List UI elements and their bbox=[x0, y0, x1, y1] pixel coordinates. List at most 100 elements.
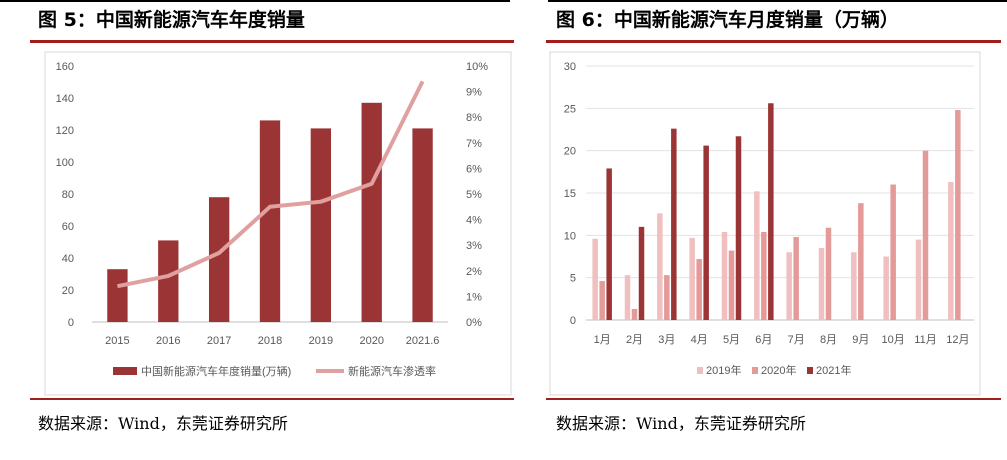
y-tick-label: 0 bbox=[68, 317, 74, 329]
bar-annual-2017 bbox=[208, 197, 230, 322]
x-tick-label: 2月 bbox=[626, 334, 643, 346]
bar-annual-2018 bbox=[259, 120, 281, 323]
bar-2020年-6月 bbox=[761, 231, 767, 320]
x-tick-label: 4月 bbox=[691, 334, 708, 346]
y-tick-label: 60 bbox=[62, 221, 74, 233]
bar-2020年-7月 bbox=[793, 237, 799, 320]
x-tick-label: 12月 bbox=[946, 334, 969, 346]
y2-tick-label: 10% bbox=[466, 61, 488, 73]
x-tick-label: 9月 bbox=[852, 334, 869, 346]
x-tick-label: 5月 bbox=[723, 334, 740, 346]
bar-2019年-1月 bbox=[592, 238, 598, 320]
y-tick-label: 30 bbox=[564, 61, 576, 73]
panel-annual-sales: 图 5：中国新能源汽车年度销量 0 20 40 60 80 100 120 140 160 0% 1… bbox=[30, 9, 514, 433]
source-note-monthly: 数据来源：Wind，东莞证券研究所 bbox=[556, 414, 806, 433]
title-rule bbox=[546, 40, 1001, 43]
bar-annual-2019 bbox=[310, 128, 332, 322]
y-tick-label: 20 bbox=[62, 285, 74, 297]
source-rule bbox=[30, 398, 514, 400]
legend-label-line: 新能源汽车渗透率 bbox=[348, 364, 436, 378]
bar-2020年-1月 bbox=[599, 281, 605, 320]
legend-swatch-2020年 bbox=[752, 367, 758, 374]
y2-tick-label: 6% bbox=[466, 163, 482, 175]
bar-2020年-5月 bbox=[728, 250, 735, 320]
top-border-right bbox=[548, 0, 1007, 2]
y-tick-label: 120 bbox=[56, 125, 74, 137]
legend-swatch-2021年 bbox=[807, 367, 813, 374]
panel-monthly-sales: 图 6：中国新能源汽车月度销量（万辆） 0 5 10 15 20 25 30 1月 2月 3月 4月… bbox=[542, 0, 1007, 460]
x-tick-label: 2019 bbox=[309, 335, 333, 347]
bar-annual-2021.6 bbox=[412, 128, 433, 322]
bar-2021年-1月 bbox=[606, 168, 612, 320]
source-note-annual: 数据来源：Wind，东莞证券研究所 bbox=[38, 414, 288, 433]
bar-2021年-5月 bbox=[735, 136, 742, 320]
bar-2019年-5月 bbox=[721, 231, 728, 320]
bar-annual-2016 bbox=[158, 240, 179, 322]
y-tick-label: 10 bbox=[564, 230, 576, 242]
x-tick-label: 10月 bbox=[882, 334, 905, 346]
y-tick-label: 80 bbox=[62, 189, 74, 201]
y2-tick-label: 8% bbox=[466, 112, 482, 124]
bar-2019年-3月 bbox=[657, 213, 663, 320]
monthly-sales-chart: 0 5 10 15 20 25 30 1月 2月 3月 4月 5月 6月 7月 8月 9月 10月 11月 12月 2… bbox=[549, 51, 981, 396]
bar-2019年-7月 bbox=[786, 252, 792, 320]
plot-border bbox=[549, 51, 981, 396]
y-tick-label: 25 bbox=[564, 103, 576, 115]
bar-2019年-2月 bbox=[624, 275, 631, 320]
bar-2020年-9月 bbox=[858, 203, 864, 320]
bar-2021年-4月 bbox=[703, 145, 709, 320]
y2-tick-label: 2% bbox=[466, 266, 482, 278]
title-rule bbox=[30, 40, 514, 43]
figure-title-annual: 图 5：中国新能源汽车年度销量 bbox=[38, 9, 305, 31]
y-tick-label: 100 bbox=[56, 157, 74, 169]
bar-2020年-12月 bbox=[955, 110, 961, 320]
x-tick-label: 7月 bbox=[788, 334, 805, 346]
top-border-left bbox=[0, 0, 510, 2]
legend-label: 2021年 bbox=[816, 363, 851, 377]
bar-2020年-4月 bbox=[696, 259, 702, 320]
annual-sales-chart: 0 20 40 60 80 100 120 140 160 0% 1% 2% 3% 4% 5% 6% 7% 8% 9… bbox=[44, 51, 512, 396]
bar-2020年-8月 bbox=[825, 227, 832, 320]
y-tick-label: 140 bbox=[56, 93, 74, 105]
bar-annual-2020 bbox=[361, 102, 382, 322]
y2-tick-label: 3% bbox=[466, 240, 482, 252]
legend-label-bar: 中国新能源汽车年度销量(万辆) bbox=[141, 364, 291, 378]
x-tick-label: 11月 bbox=[914, 334, 936, 346]
x-tick-label: 8月 bbox=[820, 334, 837, 346]
x-tick-label: 2017 bbox=[207, 335, 231, 347]
bar-2019年-12月 bbox=[948, 181, 954, 320]
x-tick-label: 6月 bbox=[755, 334, 772, 346]
legend-swatch-2019年 bbox=[697, 367, 703, 374]
bar-2019年-11月 bbox=[915, 239, 922, 320]
y2-tick-label: 7% bbox=[466, 138, 482, 150]
bar-2019年-8月 bbox=[818, 248, 825, 320]
bar-2019年-10月 bbox=[883, 256, 889, 320]
y-tick-label: 15 bbox=[564, 188, 576, 200]
bar-2020年-2月 bbox=[631, 308, 638, 320]
x-tick-label: 3月 bbox=[658, 334, 675, 346]
x-tick-label: 1月 bbox=[594, 334, 611, 346]
x-tick-label: 2020 bbox=[359, 335, 383, 347]
y-tick-label: 5 bbox=[570, 273, 576, 285]
y2-tick-label: 9% bbox=[466, 87, 482, 99]
y-tick-label: 160 bbox=[56, 61, 74, 73]
y-tick-label: 0 bbox=[570, 315, 576, 327]
plot-border bbox=[44, 51, 512, 396]
y2-tick-label: 0% bbox=[466, 317, 482, 329]
y2-tick-label: 4% bbox=[466, 215, 482, 227]
bar-2021年-6月 bbox=[768, 103, 774, 321]
y-tick-label: 20 bbox=[564, 146, 576, 158]
bar-annual-2015 bbox=[107, 269, 128, 322]
bar-2019年-4月 bbox=[689, 237, 695, 320]
figure-title-monthly: 图 6：中国新能源汽车月度销量（万辆） bbox=[556, 9, 899, 31]
y-tick-label: 40 bbox=[62, 253, 74, 265]
bar-2020年-3月 bbox=[664, 275, 670, 320]
bar-2020年-11月 bbox=[922, 150, 929, 320]
bar-2019年-9月 bbox=[851, 252, 857, 320]
x-tick-label: 2015 bbox=[105, 335, 129, 347]
bar-2020年-10月 bbox=[890, 184, 896, 320]
bar-2021年-3月 bbox=[671, 128, 677, 320]
y2-tick-label: 5% bbox=[466, 189, 482, 201]
legend-label: 2019年 bbox=[706, 363, 741, 377]
y2-tick-label: 1% bbox=[466, 291, 482, 303]
